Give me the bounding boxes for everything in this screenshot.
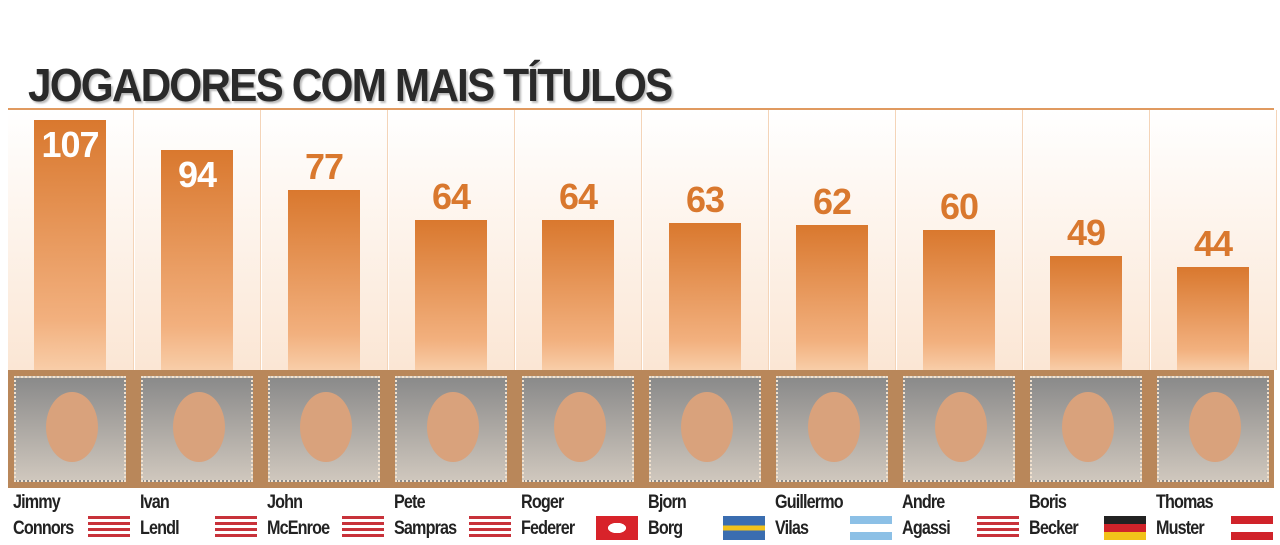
value-label: 94 [177, 154, 217, 196]
flag [596, 516, 638, 540]
flag [469, 516, 511, 540]
bar [796, 225, 868, 370]
value-label: 63 [685, 178, 725, 220]
flag [977, 516, 1019, 540]
bar [288, 190, 360, 370]
flag [342, 516, 384, 540]
player-name: Ivan Lendl [140, 492, 180, 539]
title-rule [8, 108, 1274, 110]
bar [161, 150, 233, 370]
face [554, 392, 606, 462]
value-label: 64 [431, 176, 471, 218]
player-photo [776, 376, 888, 482]
face [300, 392, 352, 462]
bar [1177, 267, 1249, 370]
face [681, 392, 733, 462]
bar [669, 222, 741, 370]
face [173, 392, 225, 462]
player-photo [1030, 376, 1142, 482]
player-name: Jimmy Connors [13, 492, 74, 539]
player-photo [903, 376, 1015, 482]
player-name: John McEnroe [267, 492, 330, 539]
player-name: Guillermo Vilas [775, 492, 844, 539]
player-name: Roger Federer [521, 492, 575, 539]
chart-title: JOGADORES COM MAIS TÍTULOS [28, 59, 673, 111]
face [46, 392, 98, 462]
value-label: 64 [558, 176, 598, 218]
face [935, 392, 987, 462]
flag [723, 516, 765, 540]
player-name: Pete Sampras [394, 492, 457, 539]
player-photo [1157, 376, 1269, 482]
face [1062, 392, 1114, 462]
value-label: 49 [1066, 211, 1106, 253]
player-photo [649, 376, 761, 482]
flag [850, 516, 892, 540]
face [427, 392, 479, 462]
flag [88, 516, 130, 540]
value-label: 62 [812, 181, 852, 223]
player-name: Andre Agassi [902, 492, 951, 539]
bar [1050, 255, 1122, 370]
flag [1231, 516, 1273, 540]
player-photo [522, 376, 634, 482]
bar [542, 220, 614, 370]
player-photo [268, 376, 380, 482]
bar [923, 229, 995, 370]
face [808, 392, 860, 462]
value-label: 60 [939, 185, 979, 227]
player-photo [14, 376, 126, 482]
value-label: 44 [1193, 223, 1233, 265]
flag [1104, 516, 1146, 540]
value-label: 107 [41, 124, 99, 165]
face [1189, 392, 1241, 462]
player-photo [395, 376, 507, 482]
flag [215, 516, 257, 540]
player-photo [141, 376, 253, 482]
player-name: Boris Becker [1029, 492, 1079, 539]
player-name: Bjorn Borg [648, 492, 687, 539]
bar [34, 120, 106, 370]
bar [415, 220, 487, 370]
player-name: Thomas Muster [1156, 492, 1214, 539]
value-label: 77 [304, 146, 344, 188]
